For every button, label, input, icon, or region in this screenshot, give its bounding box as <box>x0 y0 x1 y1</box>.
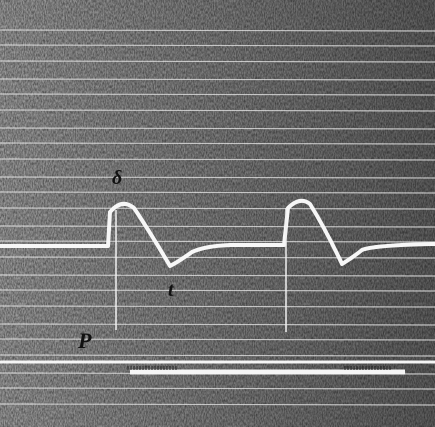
page: {"labels": ["δ", "t", "P"]} δ t P (() =>… <box>0 0 435 427</box>
label-delta: δ <box>112 167 122 189</box>
oscillogram-photo: δ t P <box>0 0 435 427</box>
label-p: P <box>77 328 92 353</box>
